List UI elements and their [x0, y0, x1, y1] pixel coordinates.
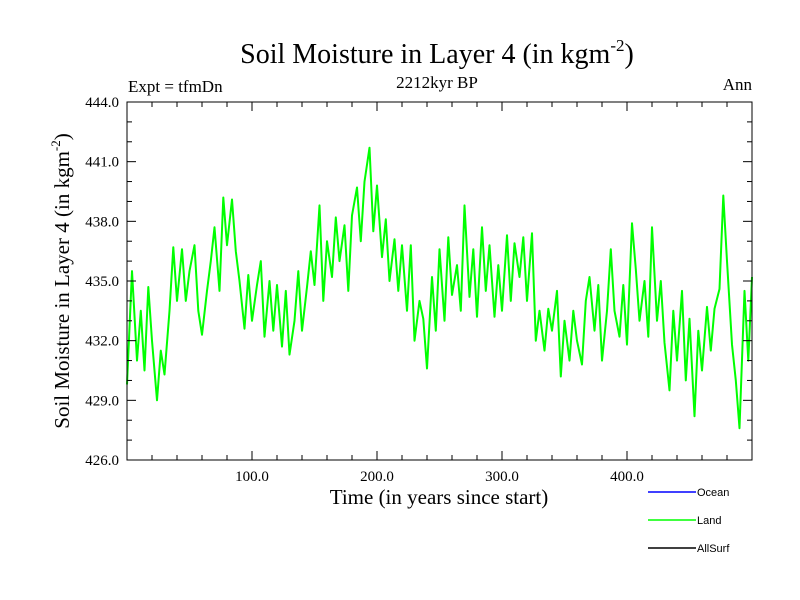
legend-label-land: Land — [697, 515, 721, 527]
y-tick-label: 429.0 — [85, 393, 119, 409]
y-axis-label: Soil Moisture in Layer 4 (in kgm-2) — [48, 133, 74, 428]
y-tick-label: 444.0 — [85, 95, 119, 111]
expt-label: Expt = tfmDn — [128, 77, 223, 96]
chart-title: Soil Moisture in Layer 4 (in kgm-2) — [240, 36, 634, 70]
chart-title-exponent: -2 — [610, 36, 624, 55]
y-axis-ticks: 426.0 429.0 432.0 435.0 438.0 441.0 444.0 — [85, 95, 752, 469]
y-tick-label: 432.0 — [85, 334, 119, 350]
series-line-land — [126, 146, 753, 430]
season-label: Ann — [723, 75, 753, 94]
legend: Ocean Land AllSurf — [648, 487, 730, 555]
period-subtitle: 2212kyr BP — [396, 73, 478, 92]
plot-lines — [126, 146, 753, 430]
y-tick-label: 441.0 — [85, 155, 119, 171]
x-tick-label: 300.0 — [485, 469, 519, 485]
x-tick-label: 100.0 — [235, 469, 269, 485]
x-axis-label: Time (in years since start) — [330, 485, 549, 509]
y-tick-label: 438.0 — [85, 214, 119, 230]
y-axis-label-exponent: -2 — [48, 140, 63, 151]
legend-label-allsurf: AllSurf — [697, 543, 730, 555]
x-axis-ticks: 100.0 200.0 300.0 400.0 — [151, 102, 728, 485]
legend-label-ocean: Ocean — [697, 487, 729, 499]
y-tick-label: 435.0 — [85, 274, 119, 290]
y-tick-label: 426.0 — [85, 453, 119, 469]
plot-frame — [126, 101, 753, 461]
x-tick-label: 400.0 — [610, 469, 644, 485]
x-tick-label: 200.0 — [360, 469, 394, 485]
